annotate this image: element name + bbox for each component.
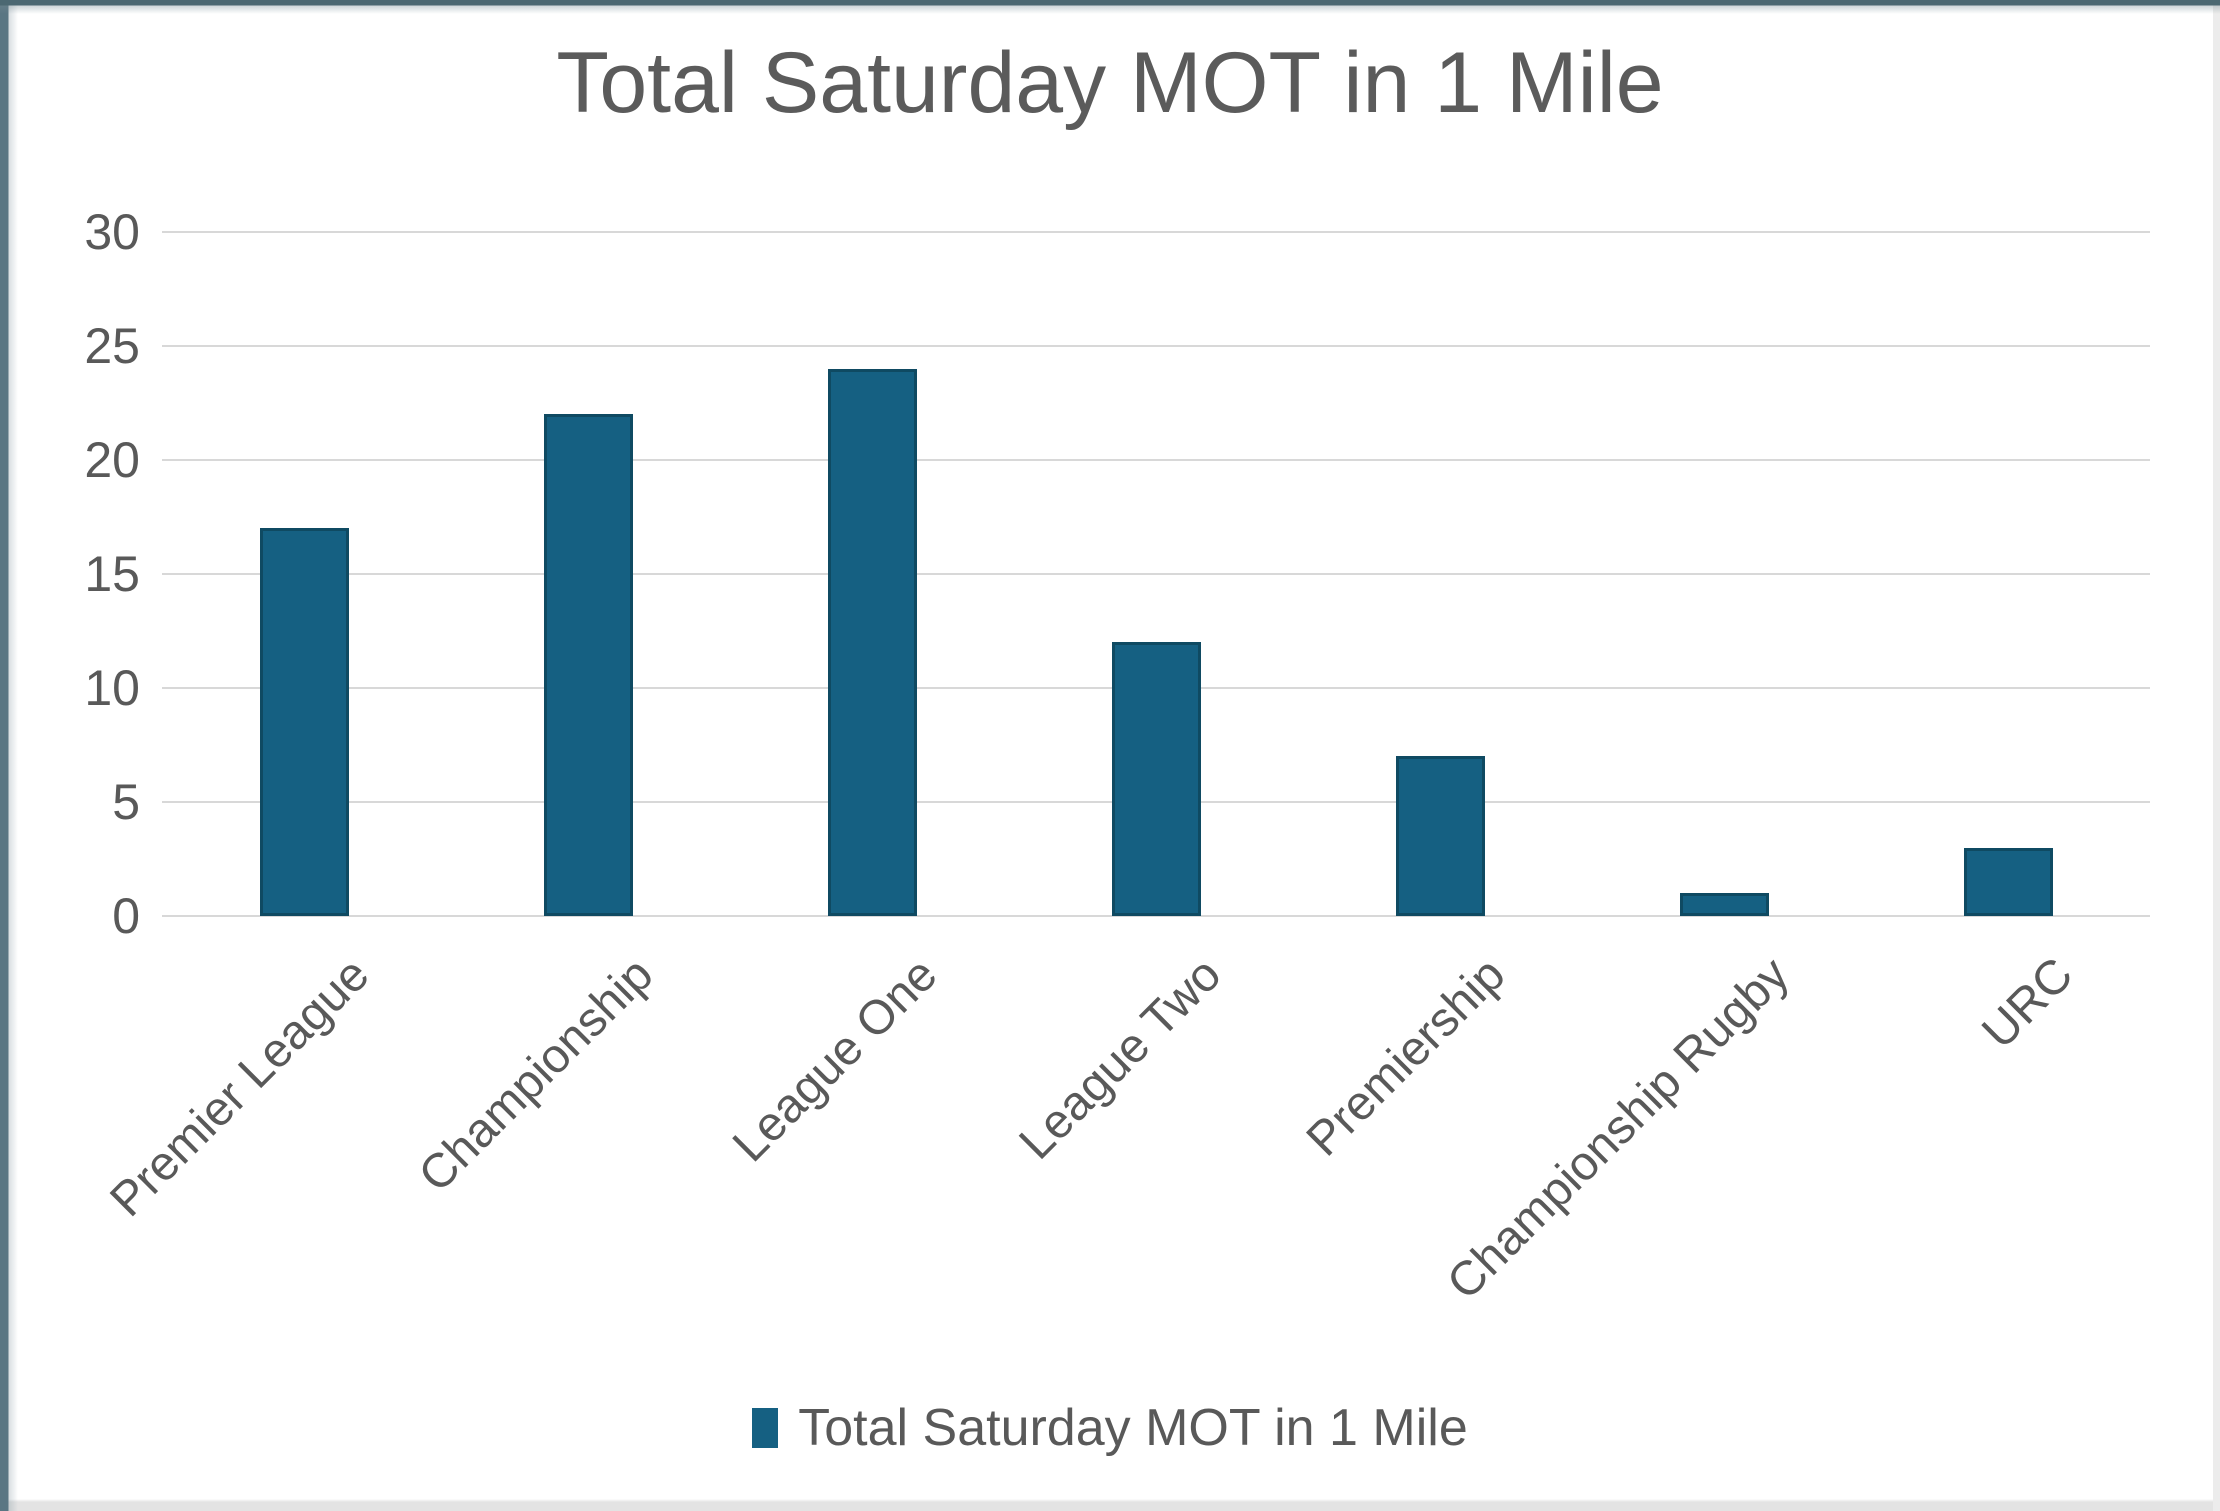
x-axis-category-label-urc: URC <box>1972 947 2084 1059</box>
y-axis-tick-label-25: 25 <box>84 318 140 374</box>
x-axis-category-label-championship-rugby: Championship Rugby <box>1437 947 1800 1310</box>
y-axis-tick-label-10: 10 <box>84 660 140 716</box>
bar-league-two[interactable] <box>1111 642 1201 916</box>
legend-marker-swatch <box>752 1408 779 1448</box>
y-axis-tick-label-15: 15 <box>84 546 140 602</box>
x-axis-category-label-premiership: Premiership <box>1296 947 1516 1167</box>
x-axis-category-label-championship: Championship <box>408 947 664 1203</box>
bar-urc[interactable] <box>1963 847 2053 916</box>
gridline-y-20 <box>162 459 2150 461</box>
gridline-y-25 <box>162 345 2150 347</box>
bar-league-one[interactable] <box>827 368 917 916</box>
x-axis-category-label-league-two: League Two <box>1009 947 1232 1170</box>
y-axis-tick-label-0: 0 <box>112 888 140 944</box>
window-bottom-border <box>0 1499 2220 1511</box>
bar-championship[interactable] <box>543 414 633 916</box>
gridline-y-15 <box>162 573 2150 575</box>
window-left-border <box>0 0 18 1511</box>
y-axis-tick-label-30: 30 <box>84 204 140 260</box>
chart-legend[interactable]: Total Saturday MOT in 1 Mile <box>0 1398 2220 1458</box>
bar-championship-rugby[interactable] <box>1679 893 1769 916</box>
window-right-border <box>2213 0 2220 1511</box>
y-axis-tick-label-5: 5 <box>112 774 140 830</box>
chart-title: Total Saturday MOT in 1 Mile <box>556 35 1664 131</box>
legend-label: Total Saturday MOT in 1 Mile <box>798 1399 1468 1457</box>
y-axis-tick-label-20: 20 <box>84 432 140 488</box>
window-top-border <box>0 0 2220 14</box>
bar-premier-league[interactable] <box>259 528 349 916</box>
bar-premiership[interactable] <box>1395 756 1485 916</box>
gridline-y-30 <box>162 231 2150 233</box>
x-axis-category-label-league-one: League One <box>723 947 948 1173</box>
gridline-y-0 <box>162 915 2150 917</box>
